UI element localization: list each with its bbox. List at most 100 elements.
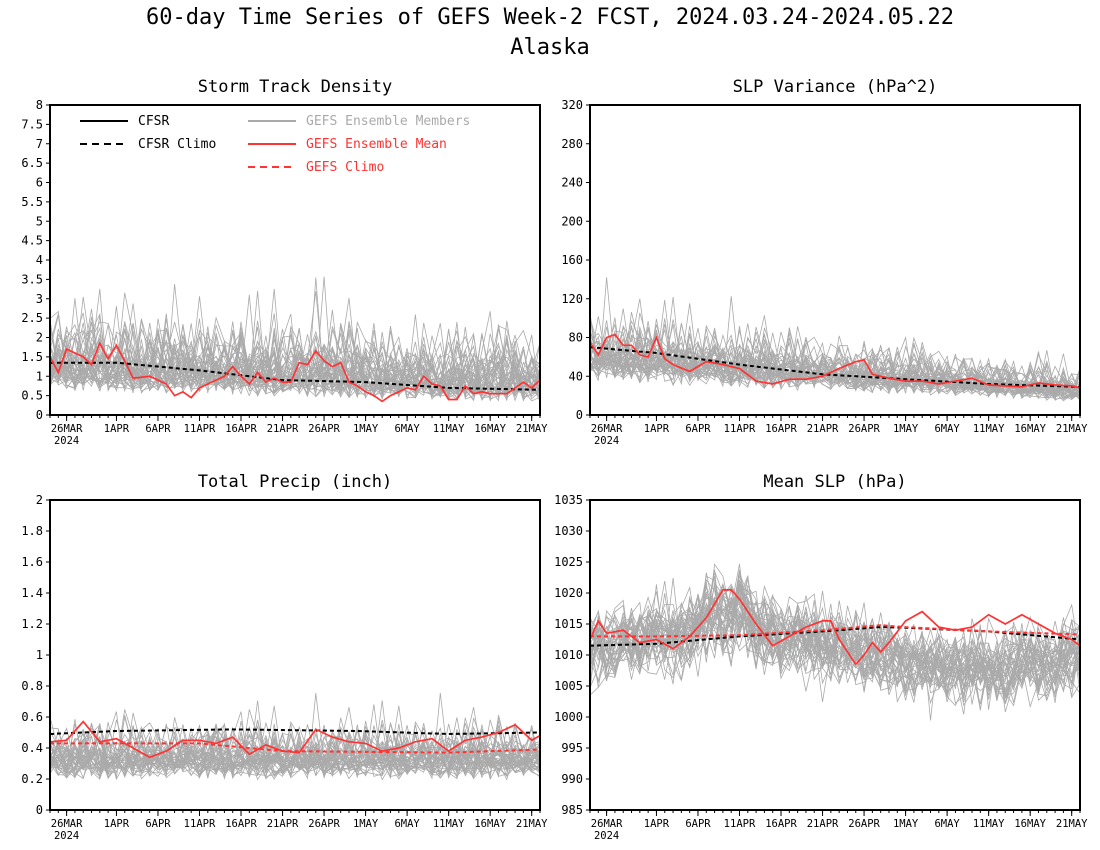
x-tick-label: 11APR — [184, 423, 216, 435]
ensemble-members — [590, 563, 1080, 721]
x-tick-label: 11MAY — [433, 423, 465, 435]
member-line — [590, 337, 1080, 400]
y-tick-label: 160 — [561, 253, 583, 267]
series-cfsr-climo — [590, 346, 1080, 388]
member-line — [50, 321, 540, 402]
member-line — [50, 328, 540, 397]
legend-item: GEFS Ensemble Mean — [248, 137, 447, 152]
x-tick-label: 26APR — [848, 818, 880, 830]
legend-item: CFSR — [80, 114, 169, 129]
member-line — [50, 723, 540, 781]
x-tick-label: 21APR — [807, 818, 839, 830]
member-line — [50, 320, 540, 401]
x-tick-label: 21MAY — [1056, 818, 1088, 830]
x-tick-label: 1MAY — [893, 423, 919, 435]
x-tick-label: 1APR — [644, 818, 670, 830]
legend-label: CFSR Climo — [138, 137, 216, 152]
member-line — [590, 308, 1080, 400]
y-tick-label: 6 — [36, 176, 43, 190]
page-subtitle: Alaska — [510, 35, 590, 60]
panel-title: Mean SLP (hPa) — [763, 472, 906, 492]
y-tick-label: 1020 — [554, 586, 583, 600]
member-line — [50, 714, 540, 778]
member-line — [50, 292, 540, 395]
x-tick-label: 26MAR — [51, 423, 83, 435]
x-tick-label: 26MAR — [591, 423, 623, 435]
panel-1: Storm Track Density 0 0.5 1 1.5 2 2.5 3 3.5 4 4.5 5… — [21, 77, 548, 447]
legend-item: CFSR Climo — [80, 137, 216, 152]
x-tick-label: 6MAY — [934, 818, 960, 830]
y-tick-label: 4 — [36, 253, 43, 267]
x-tick-label: 6APR — [685, 423, 711, 435]
member-line — [50, 722, 540, 777]
y-tick-label: 1010 — [554, 648, 583, 662]
member-line — [590, 580, 1080, 707]
member-line — [50, 323, 540, 395]
legend-label: CFSR — [138, 114, 169, 129]
x-tick-year: 2024 — [54, 435, 79, 447]
member-line — [590, 323, 1080, 398]
y-tick-label: 120 — [561, 292, 583, 306]
x-tick-label: 16MAY — [474, 423, 506, 435]
member-line — [50, 325, 540, 396]
x-tick-label: 26APR — [308, 818, 340, 830]
y-tick-label: 5 — [36, 214, 43, 228]
x-tick-label: 21APR — [267, 818, 299, 830]
y-tick-label: 0.5 — [21, 389, 43, 403]
legend-label: GEFS Climo — [306, 160, 384, 175]
y-tick-label: 1000 — [554, 710, 583, 724]
member-line — [590, 571, 1080, 703]
y-tick-label: 1.6 — [21, 555, 43, 569]
member-line — [590, 588, 1080, 713]
legend-label: GEFS Ensemble Mean — [306, 137, 447, 152]
x-tick-year: 2024 — [594, 830, 619, 842]
x-tick-label: 21APR — [267, 423, 299, 435]
panel-title: Total Precip (inch) — [198, 472, 392, 492]
y-tick-label: 4.5 — [21, 234, 43, 248]
member-line — [50, 719, 540, 778]
y-tick-label: 7 — [36, 137, 43, 151]
panel-title: Storm Track Density — [198, 77, 392, 97]
x-tick-label: 6APR — [145, 423, 171, 435]
y-tick-label: 990 — [561, 772, 583, 786]
x-tick-label: 11APR — [724, 423, 756, 435]
y-tick-label: 0.4 — [21, 741, 43, 755]
member-line — [50, 294, 540, 393]
member-line — [590, 329, 1080, 398]
x-tick-label: 1APR — [644, 423, 670, 435]
x-tick-year: 2024 — [54, 830, 79, 842]
y-tick-label: 80 — [569, 331, 583, 345]
ensemble-members — [50, 276, 540, 402]
member-line — [590, 581, 1080, 696]
y-tick-label: 240 — [561, 176, 583, 190]
y-tick-label: 0.2 — [21, 772, 43, 786]
y-tick-label: 5.5 — [21, 195, 43, 209]
y-tick-label: 1035 — [554, 493, 583, 507]
x-tick-label: 26MAR — [591, 818, 623, 830]
ensemble-members — [590, 277, 1080, 402]
member-line — [50, 725, 540, 780]
y-tick-label: 1 — [36, 369, 43, 383]
x-tick-label: 21APR — [807, 423, 839, 435]
member-line — [50, 329, 540, 398]
y-tick-label: 3 — [36, 292, 43, 306]
x-tick-label: 11MAY — [973, 423, 1005, 435]
x-tick-label: 16MAY — [1014, 818, 1046, 830]
panel-3: Total Precip (inch) 0 0.2 0.4 0.6 0.8 1 1.2 1.4 1… — [21, 472, 548, 842]
x-tick-label: 21MAY — [1056, 423, 1088, 435]
x-tick-label: 16APR — [225, 423, 257, 435]
y-tick-label: 1025 — [554, 555, 583, 569]
y-tick-label: 0 — [576, 408, 583, 422]
y-tick-label: 1015 — [554, 617, 583, 631]
ensemble-members — [50, 693, 540, 781]
legend-item: GEFS Ensemble Members — [248, 114, 470, 129]
x-tick-label: 16APR — [765, 818, 797, 830]
series-gefs-ensemble-mean — [50, 720, 540, 759]
x-tick-label: 6MAY — [394, 818, 420, 830]
member-line — [590, 575, 1080, 721]
y-tick-label: 6.5 — [21, 156, 43, 170]
x-tick-label: 26APR — [848, 423, 880, 435]
x-tick-label: 6APR — [145, 818, 171, 830]
member-line — [590, 298, 1080, 399]
